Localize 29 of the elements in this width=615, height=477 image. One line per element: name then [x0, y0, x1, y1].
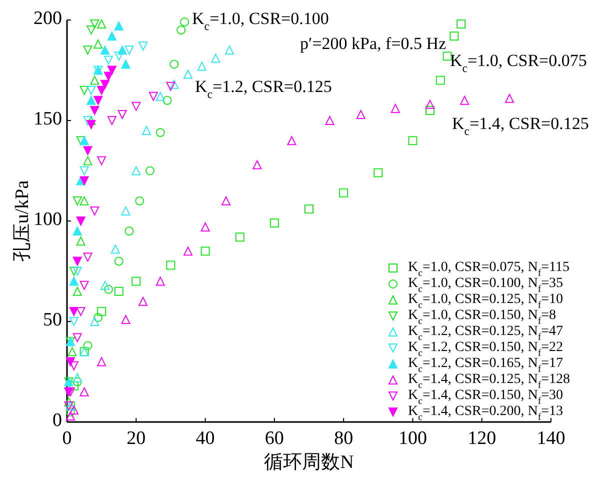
annotation: K$_{c}$=1.4, CSR=0.125 [452, 114, 589, 138]
x-tick-label: 120 [468, 428, 496, 450]
legend-label: K$_{c}$=1.4, CSR=0.125, N$_{f}$=128 [408, 372, 570, 391]
x-tick-label: 20 [126, 428, 146, 450]
legend-label: K$_{c}$=1.0, CSR=0.150, N$_{f}$=8 [408, 308, 556, 327]
y-tick-label: 100 [34, 209, 62, 230]
legend-label: K$_{c}$=1.0, CSR=0.075, N$_{f}$=115 [408, 260, 570, 279]
annotation: p′=200 kPa, f=0.5 Hz [300, 34, 446, 53]
legend-label: K$_{c}$=1.4, CSR=0.150, N$_{f}$=30 [408, 388, 564, 407]
y-axis-title: 孔压u/kPa [12, 180, 34, 262]
legend-label: K$_{c}$=1.2, CSR=0.125, N$_{f}$=47 [408, 324, 564, 343]
legend-label: K$_{c}$=1.0, CSR=0.125, N$_{f}$=10 [408, 292, 564, 311]
legend-label: K$_{c}$=1.2, CSR=0.150, N$_{f}$=22 [408, 340, 564, 359]
y-tick-label: 150 [34, 108, 62, 130]
y-tick-label: 0 [52, 410, 62, 432]
x-tick-label: 140 [536, 428, 566, 450]
legend-label: K$_{c}$=1.0, CSR=0.100, N$_{f}$=35 [408, 276, 564, 295]
legend-label: K$_{c}$=1.4, CSR=0.200, N$_{f}$=13 [408, 404, 564, 423]
x-tick-label: 40 [196, 428, 215, 450]
x-tick-label: 100 [398, 428, 427, 450]
annotation: K$_{c}$=1.0, CSR=0.075 [450, 50, 587, 75]
legend-label: K$_{c}$=1.2, CSR=0.165, N$_{f}$=17 [408, 356, 564, 375]
y-tick-label: 50 [43, 310, 62, 331]
x-tick-label: 80 [334, 428, 354, 450]
x-axis-title: 循环周数N [264, 452, 354, 474]
annotation: K$_{c}$=1.0, CSR=0.100 [192, 8, 329, 33]
y-tick-label: 200 [34, 8, 62, 30]
annotation: K$_{c}$=1.2, CSR=0.125 [195, 76, 332, 101]
x-tick-label: 60 [264, 428, 284, 450]
